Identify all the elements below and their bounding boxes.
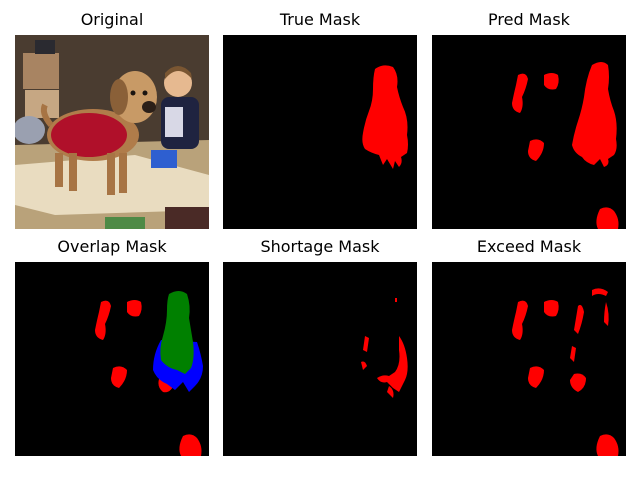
- overlap-mask-image: [15, 262, 209, 456]
- panel-title-pred-mask: Pred Mask: [488, 10, 570, 29]
- panel-title-shortage-mask: Shortage Mask: [260, 237, 380, 256]
- true-mask-image: [223, 35, 417, 229]
- pred-mask-shape: [512, 62, 619, 229]
- panel-title-original: Original: [80, 10, 144, 29]
- original-photo: [15, 35, 209, 229]
- overlap-mask-shape: [95, 291, 203, 456]
- pred-mask-image: [432, 35, 626, 229]
- true-mask-shape: [362, 65, 408, 169]
- panel-title-true-mask: True Mask: [279, 10, 361, 29]
- exceed-mask-image: [432, 262, 626, 456]
- panel-title-exceed-mask: Exceed Mask: [476, 237, 582, 256]
- original-photo-image: [15, 35, 209, 229]
- shortage-mask-shape: [361, 298, 408, 398]
- shortage-mask-image: [223, 262, 417, 456]
- exceed-mask-shape: [512, 288, 619, 456]
- panel-title-overlap-mask: Overlap Mask: [57, 237, 167, 256]
